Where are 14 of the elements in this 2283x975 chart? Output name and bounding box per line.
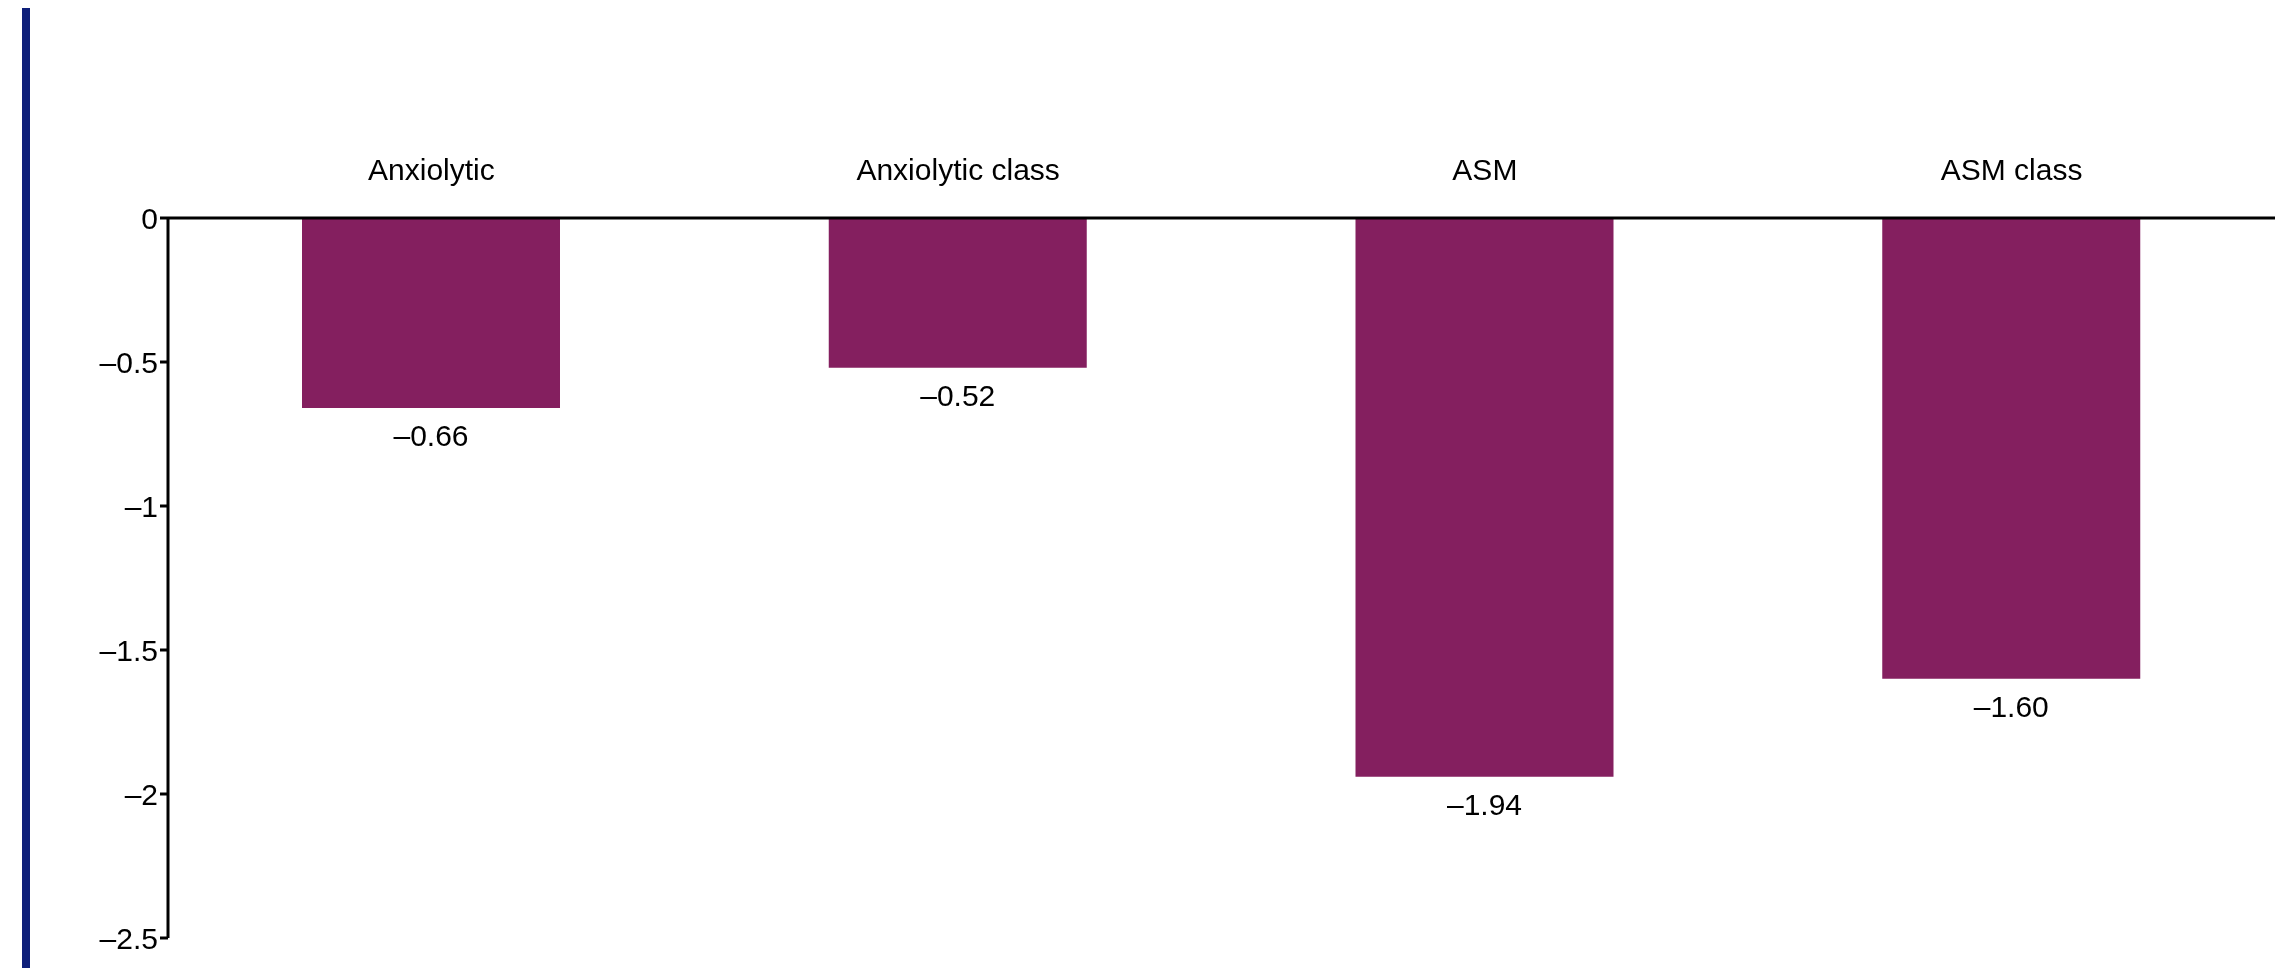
y-tick-label: 0 <box>141 201 158 235</box>
data-label: –0.66 <box>393 419 469 453</box>
x-tick-label: ASM <box>1452 153 1518 186</box>
y-tick-label: –1 <box>124 489 158 523</box>
data-label: –1.94 <box>1446 787 1523 821</box>
x-tick-label: ASM class <box>1940 153 2083 186</box>
x-tick-label: Anxiolytic <box>368 153 495 186</box>
y-tick-label: –0.5 <box>99 345 158 379</box>
x-tick-label: Anxiolytic class <box>856 153 1060 186</box>
data-label: –1.60 <box>1973 689 2049 723</box>
data-label: –0.52 <box>920 378 996 412</box>
y-tick-label: –2.5 <box>99 921 158 955</box>
y-tick-label: –2 <box>124 777 158 811</box>
y-tick-label: –1.5 <box>99 633 158 667</box>
